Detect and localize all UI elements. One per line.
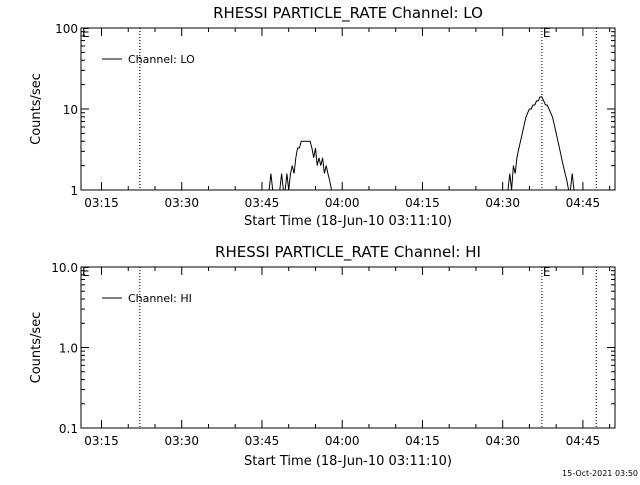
x-axis-label: Start Time (18-Jun-10 03:11:10) (244, 454, 452, 469)
x-axis-label: Start Time (18-Jun-10 03:11:10) (244, 214, 452, 229)
event-marker: E (82, 26, 90, 40)
x-tick-label: 04:45 (566, 196, 601, 210)
x-tick-label: 04:30 (485, 434, 520, 448)
x-tick-label: 04:15 (405, 196, 440, 210)
series-line (267, 96, 578, 191)
legend-label: Channel: LO (128, 53, 195, 66)
x-tick-label: 04:45 (566, 434, 601, 448)
event-marker: E (543, 265, 551, 279)
y-tick-label: 1 (70, 184, 78, 198)
x-tick-label: 03:15 (84, 434, 119, 448)
x-tick-label: 04:30 (485, 196, 520, 210)
timestamp: 15-Oct-2021 03:50 (562, 469, 638, 478)
x-tick-label: 04:15 (405, 434, 440, 448)
x-tick-label: 03:30 (164, 196, 199, 210)
x-tick-label: 04:00 (325, 434, 360, 448)
event-marker: E (82, 265, 90, 279)
x-tick-label: 03:15 (84, 196, 119, 210)
x-tick-label: 03:30 (164, 434, 199, 448)
chart-title: RHESSI PARTICLE_RATE Channel: LO (213, 4, 483, 23)
y-tick-label: 0.1 (59, 422, 78, 436)
y-tick-label: 100 (55, 22, 78, 36)
chart-title: RHESSI PARTICLE_RATE Channel: HI (215, 243, 481, 262)
y-tick-label: 1.0 (59, 342, 78, 356)
x-tick-label: 04:00 (325, 196, 360, 210)
event-marker: E (543, 26, 551, 40)
y-tick-label: 10.0 (51, 261, 78, 275)
y-axis-label: Counts/sec (29, 73, 44, 145)
y-axis-label: Counts/sec (29, 312, 44, 384)
y-tick-label: 10 (63, 103, 78, 117)
x-tick-label: 03:45 (245, 196, 280, 210)
x-tick-label: 03:45 (245, 434, 280, 448)
legend-label: Channel: HI (128, 292, 192, 305)
